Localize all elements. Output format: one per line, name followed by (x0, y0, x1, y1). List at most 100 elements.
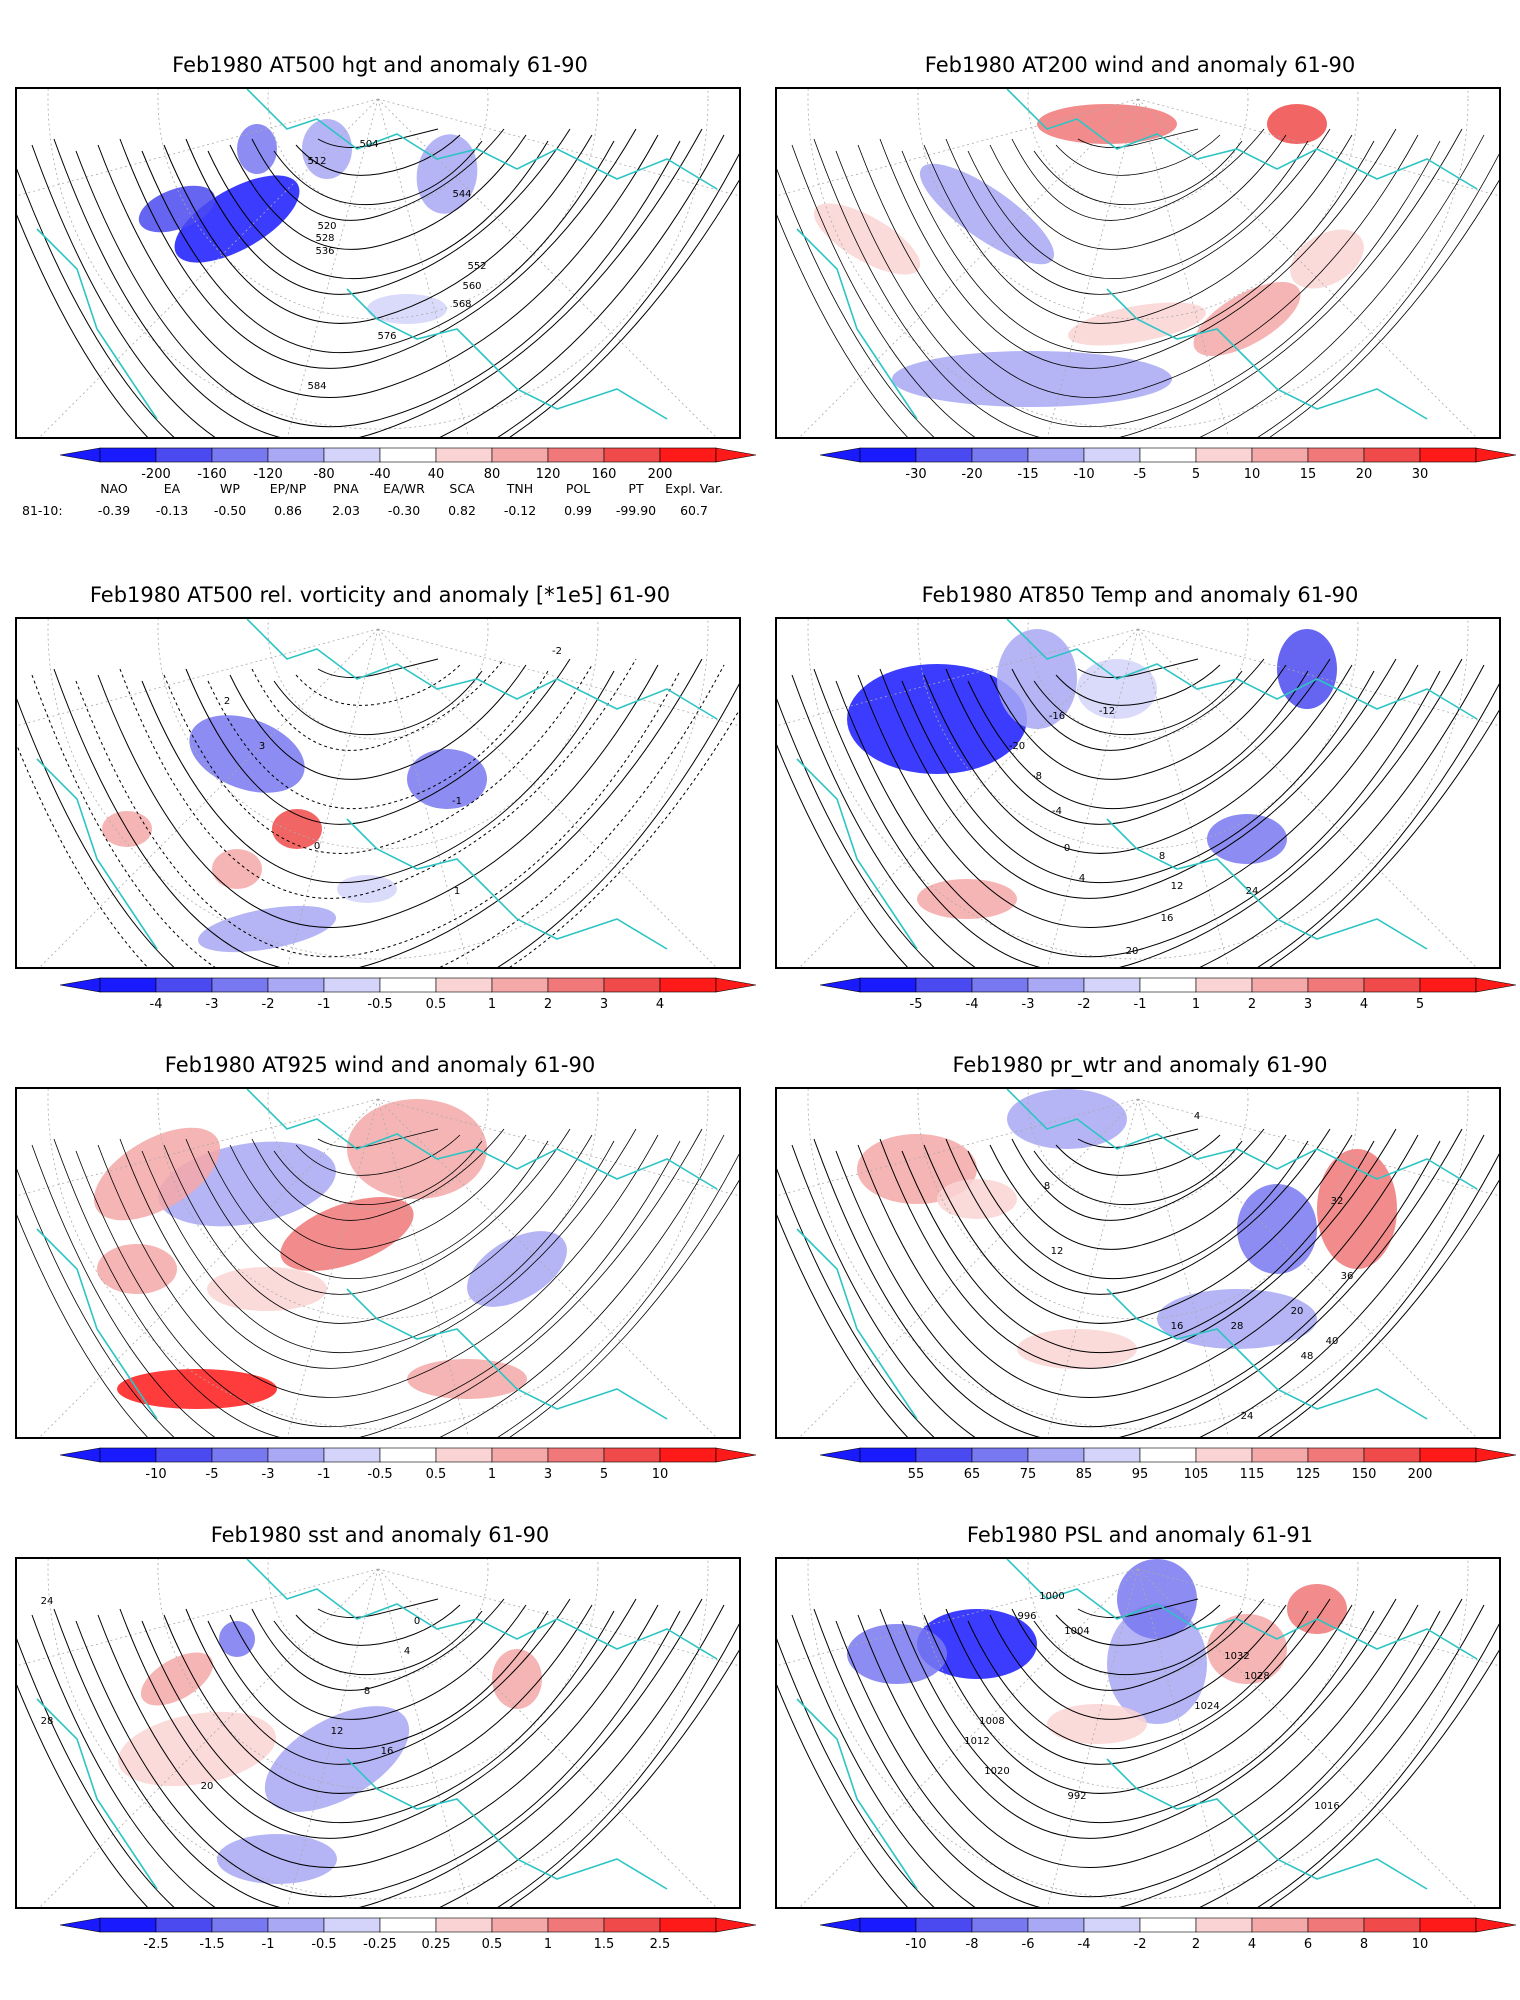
contour-label: 544 (452, 189, 471, 200)
colorbar-swatch (659, 447, 717, 463)
latitude-circle (47, 89, 709, 430)
colorbar-tick-label: 125 (1296, 1467, 1321, 1482)
colorbar: -10 -5 -3 -1 -0.5 0.5 1 3 5 10 (55, 1446, 757, 1486)
colorbar-swatch (1195, 1447, 1253, 1463)
colorbar: -2.5 -1.5 -1 -0.5 -0.25 0.25 0.5 1 1.5 2.5 (55, 1916, 757, 1956)
teleconnection-table: NAO EA WP EP/NP PNA EA/WR SCA TNH POL PT Expl. Var… (22, 480, 742, 528)
map-frame: -20 -16 -12 -8 -4 0 4 8 12 16 20 24 (775, 617, 1501, 969)
contour-label: 1032 (1224, 1651, 1249, 1662)
anomaly-region (467, 1231, 567, 1307)
coastlines (796, 619, 1478, 950)
colorbar-arrow-left (819, 1917, 861, 1933)
contour-line (295, 1604, 461, 1646)
colorbar-swatch (659, 1917, 717, 1933)
colorbar-swatch (491, 977, 549, 993)
colorbar-swatch (211, 447, 269, 463)
anomaly-region (1117, 1559, 1197, 1639)
coastline (36, 1228, 158, 1420)
contour-line (777, 1153, 1499, 1437)
latitude-circle (267, 619, 489, 740)
latitude-circle (47, 619, 709, 960)
colorbar-swatch (211, 1917, 269, 1933)
colorbar-swatch (603, 1447, 661, 1463)
colorbar-tick-label: 1.5 (594, 1937, 615, 1952)
panel-title: Feb1980 AT850 Temp and anomaly 61-90 (921, 583, 1359, 607)
colorbar-tick-label: 2 (1248, 997, 1256, 1012)
contour-label: 1024 (1194, 1701, 1219, 1712)
coastline (346, 1758, 668, 1890)
contour-label: -20 (1009, 741, 1025, 752)
anomaly-region (138, 185, 216, 233)
colorbar-arrow-right (1475, 977, 1517, 993)
coastlines (36, 619, 718, 950)
coastline (1006, 1559, 1478, 1660)
meridian (377, 628, 739, 727)
anomaly-region (1107, 1604, 1207, 1724)
colorbar-swatch (915, 1917, 973, 1933)
colorbar-svg: -10 -5 -3 -1 -0.5 0.5 1 3 5 10 (59, 1447, 757, 1482)
coastline (246, 619, 718, 720)
contour-line (185, 1598, 571, 1765)
streamline (857, 134, 1419, 398)
meridian (287, 98, 379, 437)
contour-line (75, 140, 681, 428)
contour-label: 3 (259, 741, 265, 752)
colorbar-swatch (1251, 447, 1309, 463)
anomaly-region (1277, 629, 1337, 709)
map-plot (17, 1089, 739, 1437)
panel-title: Feb1980 sst and anomaly 61-90 (210, 1523, 550, 1547)
meridian (1137, 628, 1499, 727)
contour-line (317, 658, 439, 679)
anomaly-region (1047, 1704, 1147, 1744)
coastline (1106, 288, 1428, 420)
colorbar-tick-label: -80 (313, 467, 334, 482)
contour-label: 8 (1159, 851, 1165, 862)
colorbar-tick-label: 15 (1300, 467, 1317, 482)
anomaly-region (264, 1706, 410, 1812)
colorbar-tick-label: -3 (1022, 997, 1035, 1012)
streamline (901, 140, 1375, 353)
colorbar-tick-label: 3 (600, 997, 608, 1012)
colorbar-swatch (915, 1447, 973, 1463)
colorbar-arrow-right (1475, 1447, 1517, 1463)
anomaly-region (140, 1652, 214, 1706)
contour-line (229, 1604, 527, 1720)
anomaly-region (1287, 1584, 1347, 1634)
colorbar-arrow-left (59, 447, 101, 463)
colorbar-swatch (267, 1447, 325, 1463)
anomaly-region (407, 1359, 527, 1399)
colorbar-tick-label: -200 (141, 467, 171, 482)
meridian (39, 1098, 379, 1437)
anomaly-region (1037, 104, 1177, 144)
latitude-circle (47, 1559, 709, 1900)
colorbar-tick-label: 200 (648, 467, 673, 482)
contour-label: 1020 (984, 1766, 1009, 1777)
colorbar-swatch (971, 1447, 1029, 1463)
meridian (1137, 1568, 1477, 1907)
contour-line (1011, 1128, 1265, 1221)
contour-label: 528 (315, 233, 334, 244)
colorbar-tick-label: 1 (544, 1937, 552, 1952)
contour-label: 0 (1064, 843, 1070, 854)
streamline (185, 1128, 571, 1295)
contour-label: 32 (1331, 1196, 1344, 1207)
teleconnection-value: -0.13 (155, 503, 189, 518)
colorbar-tick-label: 5 (1416, 997, 1424, 1012)
teleconnection-name: EA/WR (383, 481, 425, 496)
contour-line (295, 664, 461, 706)
colorbar-tick-label: -20 (961, 467, 982, 482)
map-frame: 4812162024283236404448 (775, 1087, 1501, 1439)
contour-labels: -2 -1 0 1 2 3 (224, 646, 562, 897)
streamline (317, 1128, 439, 1148)
streamline (1033, 140, 1243, 206)
colorbar-tick-label: 1 (1192, 997, 1200, 1012)
latitude-circle (1027, 1559, 1249, 1680)
teleconnection-value: -0.39 (97, 503, 131, 518)
meridian (17, 1568, 379, 1667)
colorbar-swatch (1307, 447, 1365, 463)
colorbar: -200 -160 -120 -80 -40 40 80 120 160 200 (55, 446, 757, 486)
meridian (287, 628, 379, 967)
colorbar: -5 -4 -3 -2 -1 1 2 3 4 5 (815, 976, 1517, 1016)
contour-label: 584 (307, 381, 326, 392)
